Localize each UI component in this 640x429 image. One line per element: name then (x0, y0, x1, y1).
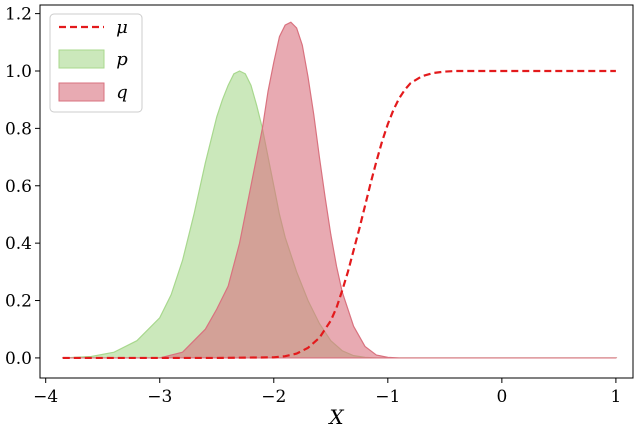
y-axis: 0.0 0.2 0.4 0.6 0.8 1.0 1.2 (5, 5, 40, 369)
y-tick-label: 0.8 (5, 119, 32, 139)
y-tick-label: 1.0 (5, 62, 32, 82)
x-tick-label: 0 (496, 387, 507, 407)
legend-swatch-q (58, 82, 105, 102)
x-tick-label: −2 (261, 387, 286, 407)
plot-areas (61, 21, 618, 359)
x-tick-label: −3 (147, 387, 172, 407)
plot-lines (62, 69, 616, 360)
legend-label: p (116, 49, 128, 70)
axes-frame (39, 4, 634, 379)
legend: μpq (49, 13, 143, 113)
x-tick-label: −4 (33, 387, 58, 407)
y-tick-label: 0.6 (5, 177, 32, 197)
legend-label: q (116, 82, 128, 103)
series-area-q (61, 21, 618, 359)
series-line-μ (62, 69, 616, 360)
legend-label: μ (116, 17, 128, 38)
x-tick-label: 1 (610, 387, 621, 407)
y-tick-label: 0.0 (5, 349, 32, 369)
x-tick-label: −1 (375, 387, 400, 407)
y-tick-label: 0.4 (5, 234, 32, 254)
y-tick-label: 1.2 (5, 5, 32, 25)
y-tick-label: 0.2 (5, 292, 32, 312)
x-axis-label: X (327, 405, 344, 429)
legend-swatch-p (58, 49, 105, 69)
x-axis: −4 −3 −2 −1 0 1 (33, 378, 621, 407)
